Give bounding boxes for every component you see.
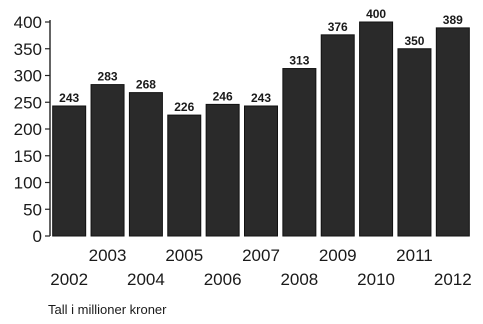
data-label: 313: [289, 54, 309, 68]
bar-2010: [359, 21, 394, 237]
y-tick-label: 250: [14, 93, 42, 112]
x-tick-label: 2007: [242, 246, 280, 265]
bar-2006: [205, 103, 240, 237]
x-tick-label: 2011: [396, 246, 433, 265]
y-tick-label: 100: [14, 174, 42, 193]
x-tick-label: 2006: [204, 270, 242, 289]
data-label: 389: [443, 13, 463, 27]
y-tick-label: 200: [14, 120, 42, 139]
y-tick-label: 50: [23, 200, 42, 219]
x-tick-label: 2004: [127, 270, 165, 289]
data-label: 350: [404, 34, 424, 48]
bar-2008: [282, 68, 317, 237]
x-tick-label: 2012: [434, 270, 472, 289]
data-label: 246: [213, 89, 233, 103]
y-tick-label: 400: [14, 13, 42, 32]
x-tick-label: 2009: [319, 246, 357, 265]
data-label: 268: [136, 78, 156, 92]
y-tick-label: 0: [33, 227, 42, 246]
bar-2012: [435, 27, 470, 237]
x-tick-label: 2008: [280, 270, 318, 289]
data-label: 243: [251, 91, 271, 105]
bar-2002: [52, 105, 87, 237]
x-tick-label: 2002: [50, 270, 88, 289]
bar-2007: [244, 105, 278, 237]
x-tick-label: 2003: [89, 246, 127, 265]
chart-caption: Tall i millioner kroner: [48, 302, 167, 317]
y-tick-label: 300: [14, 67, 42, 86]
data-label: 376: [328, 20, 348, 34]
bar-2005: [167, 114, 202, 237]
data-label: 400: [366, 7, 386, 21]
bar-2003: [90, 84, 125, 237]
bar-2011: [397, 48, 432, 237]
x-tick-label: 2010: [357, 270, 395, 289]
y-tick-label: 350: [14, 40, 42, 59]
y-tick-label: 150: [14, 147, 42, 166]
bar-2009: [320, 34, 355, 237]
data-label: 226: [174, 100, 194, 114]
data-label: 283: [98, 70, 118, 84]
bar-2004: [128, 92, 163, 237]
x-tick-label: 2005: [165, 246, 203, 265]
data-label: 243: [59, 91, 79, 105]
